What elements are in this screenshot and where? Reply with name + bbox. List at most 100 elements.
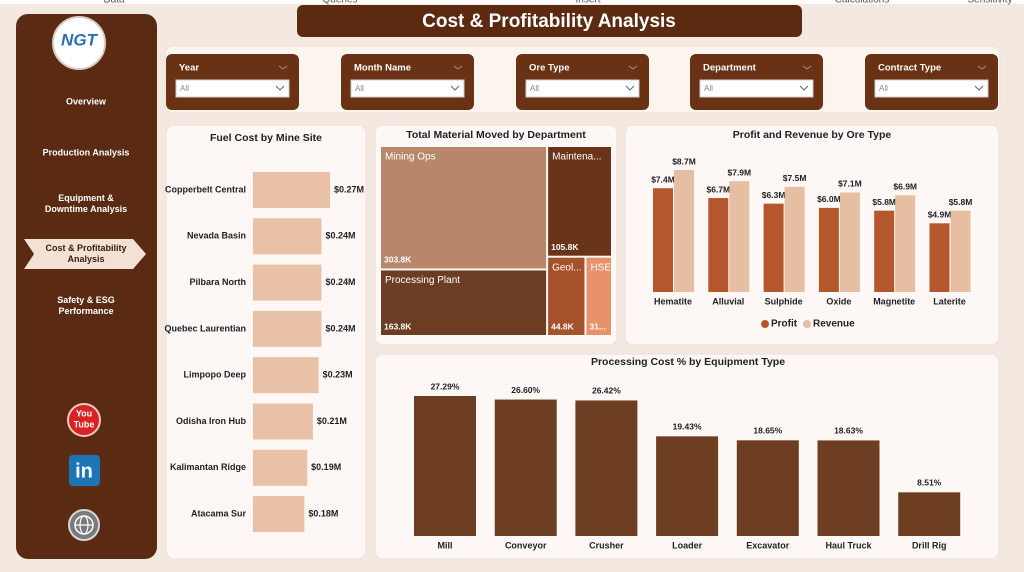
bar [253, 449, 308, 486]
bar [898, 492, 961, 536]
x-tick-label: Magnetite [873, 296, 915, 306]
nav-label: Production Analysis [43, 147, 130, 157]
cell-label: Geol... [552, 262, 581, 273]
dropdown[interactable] [525, 79, 640, 98]
top-tab: Insert [575, 0, 600, 6]
y-tick-label: Atacama Sur [191, 508, 247, 518]
cell-value: 303.8K [384, 255, 412, 265]
dropdown[interactable] [699, 79, 814, 98]
bar [656, 436, 719, 536]
data-label: $6.7M [706, 184, 730, 194]
nav-label: Analysis [67, 254, 104, 264]
data-label: 19.43% [673, 422, 702, 432]
data-label: $0.24M [325, 277, 355, 287]
data-label: $8.7M [672, 156, 696, 166]
bar [253, 496, 305, 533]
filter[interactable]: Department All [690, 54, 823, 110]
bar [818, 207, 839, 292]
linkedin-icon[interactable] [69, 455, 100, 486]
filter[interactable]: Month Name All [341, 54, 474, 110]
filter-label: Ore Type [529, 63, 569, 74]
cell-label: HSE [590, 262, 611, 273]
y-tick-label: Kalimantan Ridge [170, 462, 246, 472]
filter-label: Month Name [354, 63, 411, 74]
data-label: $7.1M [838, 179, 862, 189]
cell-value: 31... [589, 321, 606, 331]
legend-swatch [803, 320, 811, 328]
dropdown-value: All [355, 84, 364, 93]
nav-item[interactable]: Production Analysis [43, 147, 130, 157]
top-tab: Sensitivity [967, 0, 1012, 6]
bar [253, 172, 330, 208]
youtube-icon[interactable] [67, 403, 101, 437]
x-tick-label: Hematite [654, 296, 692, 306]
dropdown[interactable] [874, 79, 989, 98]
nav-label: Performance [58, 306, 113, 316]
dropdown[interactable] [350, 79, 465, 98]
cell-value: 163.8K [384, 321, 412, 331]
bar [817, 440, 880, 536]
bar [414, 396, 476, 536]
dropdown[interactable] [175, 79, 290, 98]
top-tab: Calculations [835, 0, 889, 6]
filter[interactable]: Contract Type All [865, 54, 998, 110]
data-label: $6.3M [762, 190, 786, 200]
treemap-cell [548, 257, 585, 335]
bar [575, 400, 638, 536]
bar [895, 195, 916, 292]
x-tick-label: Laterite [933, 296, 966, 306]
data-label: 18.63% [834, 426, 863, 436]
bar [253, 218, 322, 255]
data-label: $6.9M [893, 181, 917, 191]
filter-label: Year [179, 63, 199, 74]
dropdown-value: All [704, 84, 713, 93]
nav-label: Overview [66, 96, 107, 106]
x-tick-label: Oxide [826, 296, 851, 306]
filter-label: Department [703, 63, 757, 74]
bar [494, 399, 557, 536]
bar [839, 192, 860, 292]
data-label: $0.21M [317, 416, 347, 426]
data-label: 26.60% [511, 385, 540, 395]
data-label: $6.0M [817, 194, 841, 204]
bar [784, 186, 805, 292]
data-label: $7.4M [651, 174, 675, 184]
dropdown-chevron [450, 85, 460, 91]
logo-text: NGT [61, 30, 99, 49]
y-tick-label: Pilbara North [189, 277, 246, 287]
cell-label: Maintena... [552, 152, 601, 163]
bar [253, 357, 319, 394]
dropdown-value: All [530, 84, 539, 93]
dropdown-chevron [275, 85, 285, 91]
nav-label: Equipment & [58, 193, 114, 203]
data-label: $0.24M [325, 323, 355, 333]
chart-title: Processing Cost % by Equipment Type [591, 356, 785, 368]
bar [929, 223, 950, 292]
data-label: 27.29% [431, 381, 460, 391]
filter[interactable]: Ore Type All [516, 54, 649, 110]
bar [874, 210, 895, 292]
chart-title: Profit and Revenue by Ore Type [733, 129, 892, 141]
dropdown-value: All [879, 84, 888, 93]
data-label: $0.27M [334, 184, 364, 194]
y-tick-label: Nevada Basin [187, 231, 246, 241]
y-tick-label: Copperbelt Central [165, 184, 246, 194]
linkedin-text: in [75, 460, 93, 482]
filter-chevron [802, 65, 812, 70]
treemap-cell [586, 257, 611, 335]
bar [253, 264, 322, 301]
x-tick-label: Excavator [746, 540, 790, 550]
header-bar [297, 5, 802, 37]
data-label: 26.42% [592, 386, 621, 396]
data-label: $5.8M [872, 197, 896, 207]
filter[interactable]: Year All [166, 54, 299, 110]
bar [729, 181, 750, 292]
nav-item[interactable]: Overview [66, 96, 107, 106]
cell-value: 105.8K [551, 242, 579, 252]
nav-item[interactable]: Equipment &Downtime Analysis [45, 193, 127, 214]
x-tick-label: Loader [672, 540, 703, 550]
legend-label: Revenue [813, 319, 855, 330]
